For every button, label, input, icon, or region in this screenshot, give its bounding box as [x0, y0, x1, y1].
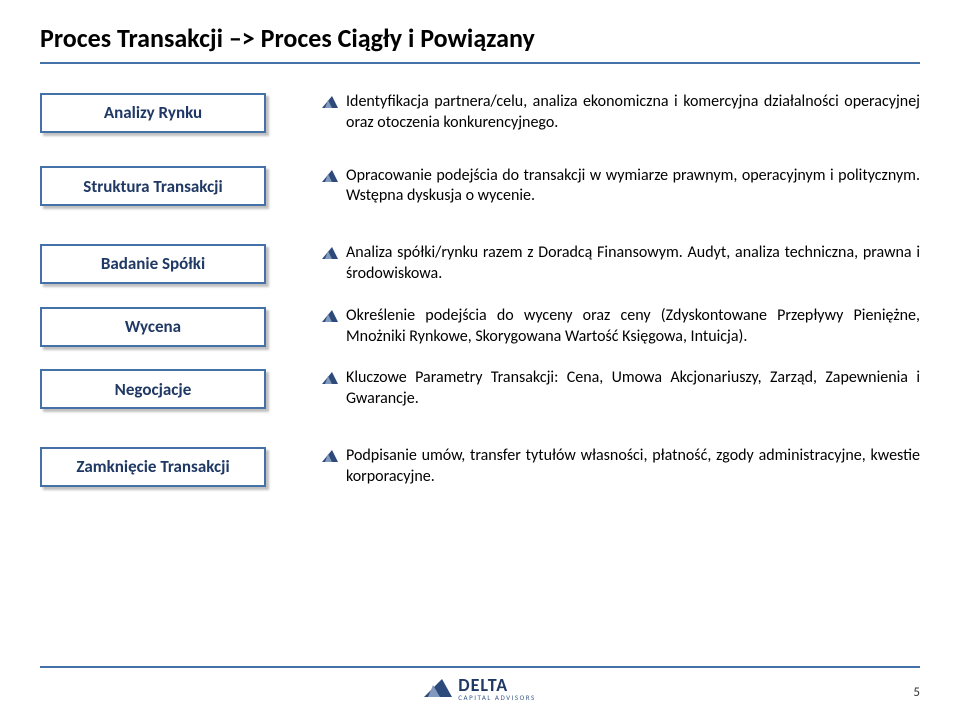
- step-row: Wycena Określenie podejścia do wyceny or…: [40, 306, 920, 348]
- step-box-negocjacje: Negocjacje: [40, 369, 266, 409]
- step-row: Badanie Spółki Analiza spółki/rynku raze…: [40, 243, 920, 285]
- content: Analizy Rynku Identyfikacja partnera/cel…: [40, 92, 920, 488]
- triangle-icon: [322, 168, 338, 184]
- step-desc-text: Analiza spółki/rynku razem z Doradcą Fin…: [346, 243, 920, 285]
- step-box-struktura: Struktura Transakcji: [40, 166, 266, 206]
- step-box-wycena: Wycena: [40, 307, 266, 347]
- step-desc: Analiza spółki/rynku razem z Doradcą Fin…: [322, 243, 920, 285]
- triangle-icon: [322, 370, 338, 386]
- logo-text: DELTA CAPITAL ADVISORS: [458, 676, 535, 701]
- logo: DELTA CAPITAL ADVISORS: [424, 676, 535, 701]
- step-desc: Kluczowe Parametry Transakcji: Cena, Umo…: [322, 368, 920, 410]
- step-row: Analizy Rynku Identyfikacja partnera/cel…: [40, 92, 920, 134]
- logo-big: DELTA: [458, 676, 535, 694]
- logo-small: CAPITAL ADVISORS: [458, 694, 535, 701]
- step-desc-text: Określenie podejścia do wyceny oraz ceny…: [346, 306, 920, 348]
- step-row: Negocjacje Kluczowe Parametry Transakcji…: [40, 368, 920, 410]
- logo-mark-icon: [424, 677, 452, 699]
- step-box-zamkniecie: Zamknięcie Transakcji: [40, 447, 266, 487]
- footer: DELTA CAPITAL ADVISORS 5: [40, 666, 920, 702]
- step-row: Struktura Transakcji Opracowanie podejśc…: [40, 166, 920, 208]
- triangle-icon: [322, 448, 338, 464]
- step-desc: Opracowanie podejścia do transakcji w wy…: [322, 166, 920, 208]
- step-box-analizy-rynku: Analizy Rynku: [40, 93, 266, 133]
- step-desc: Podpisanie umów, transfer tytułów własno…: [322, 446, 920, 488]
- middle-stack: Badanie Spółki Analiza spółki/rynku raze…: [40, 243, 920, 410]
- step-desc-text: Identyfikacja partnera/celu, analiza eko…: [346, 92, 920, 134]
- page-number: 5: [913, 685, 920, 700]
- footer-inner: DELTA CAPITAL ADVISORS 5: [40, 674, 920, 702]
- step-desc: Identyfikacja partnera/celu, analiza eko…: [322, 92, 920, 134]
- step-desc: Określenie podejścia do wyceny oraz ceny…: [322, 306, 920, 348]
- divider-bottom: [40, 666, 920, 668]
- step-desc-text: Kluczowe Parametry Transakcji: Cena, Umo…: [346, 368, 920, 410]
- step-row: Zamknięcie Transakcji Podpisanie umów, t…: [40, 446, 920, 488]
- page-title: Proces Transakcji –> Proces Ciągły i Pow…: [40, 22, 920, 54]
- triangle-icon: [322, 245, 338, 261]
- step-box-badanie: Badanie Spółki: [40, 244, 266, 284]
- step-desc-text: Podpisanie umów, transfer tytułów własno…: [346, 446, 920, 488]
- step-desc-text: Opracowanie podejścia do transakcji w wy…: [346, 166, 920, 208]
- triangle-icon: [322, 94, 338, 110]
- triangle-icon: [322, 308, 338, 324]
- divider-top: [40, 62, 920, 64]
